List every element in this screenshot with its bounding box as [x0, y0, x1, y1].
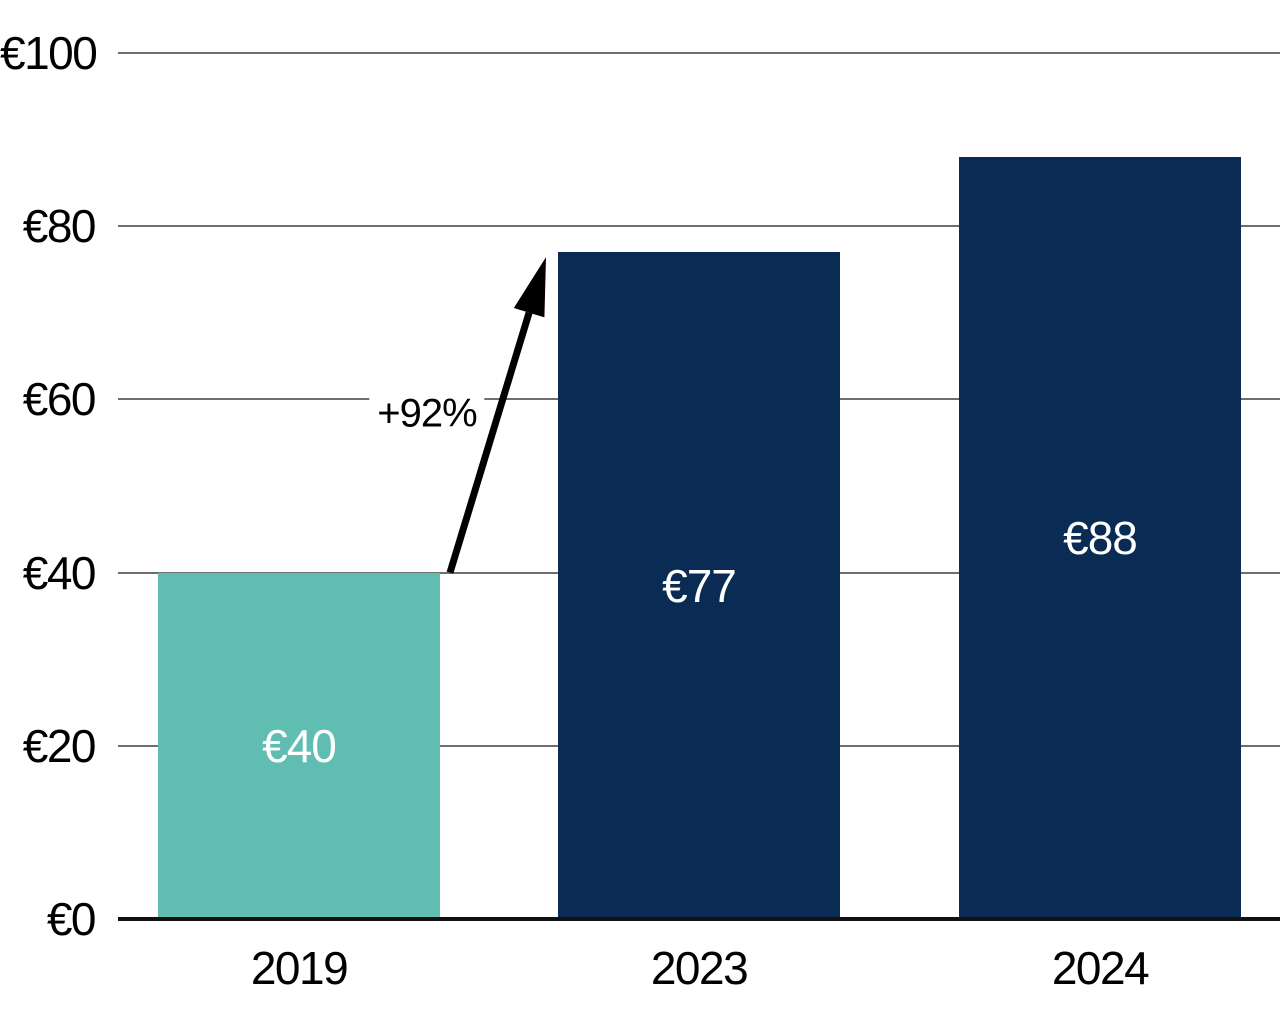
bar-2019: €40 — [158, 572, 440, 919]
growth-annotation: +92% — [369, 389, 485, 439]
y-tick-label-40: €40 — [22, 546, 97, 599]
y-tick-label-0: €0 — [46, 893, 97, 945]
y-tick-label-20: €20 — [22, 719, 97, 772]
y-tick-label-100: €100 — [0, 27, 98, 79]
gridline-80 — [118, 225, 1280, 228]
x-tick-label-2024: 2024 — [1051, 942, 1150, 994]
bar-value-label-2023: €77 — [662, 559, 737, 612]
bar-value-label-2019: €40 — [262, 719, 337, 772]
x-tick-label-2023: 2023 — [650, 942, 749, 994]
bar-value-label-2024: €88 — [1063, 511, 1138, 564]
growth-arrow-shaft — [446, 311, 533, 574]
gridline-100 — [118, 52, 1280, 54]
growth-arrow-head — [513, 257, 546, 318]
bar-2023: €77 — [558, 252, 840, 919]
x-tick-label-2019: 2019 — [250, 942, 349, 994]
bar-2024: €88 — [959, 156, 1241, 919]
y-tick-label-60: €60 — [22, 373, 97, 426]
x-axis-line — [118, 917, 1280, 921]
y-tick-label-80: €80 — [22, 200, 97, 253]
